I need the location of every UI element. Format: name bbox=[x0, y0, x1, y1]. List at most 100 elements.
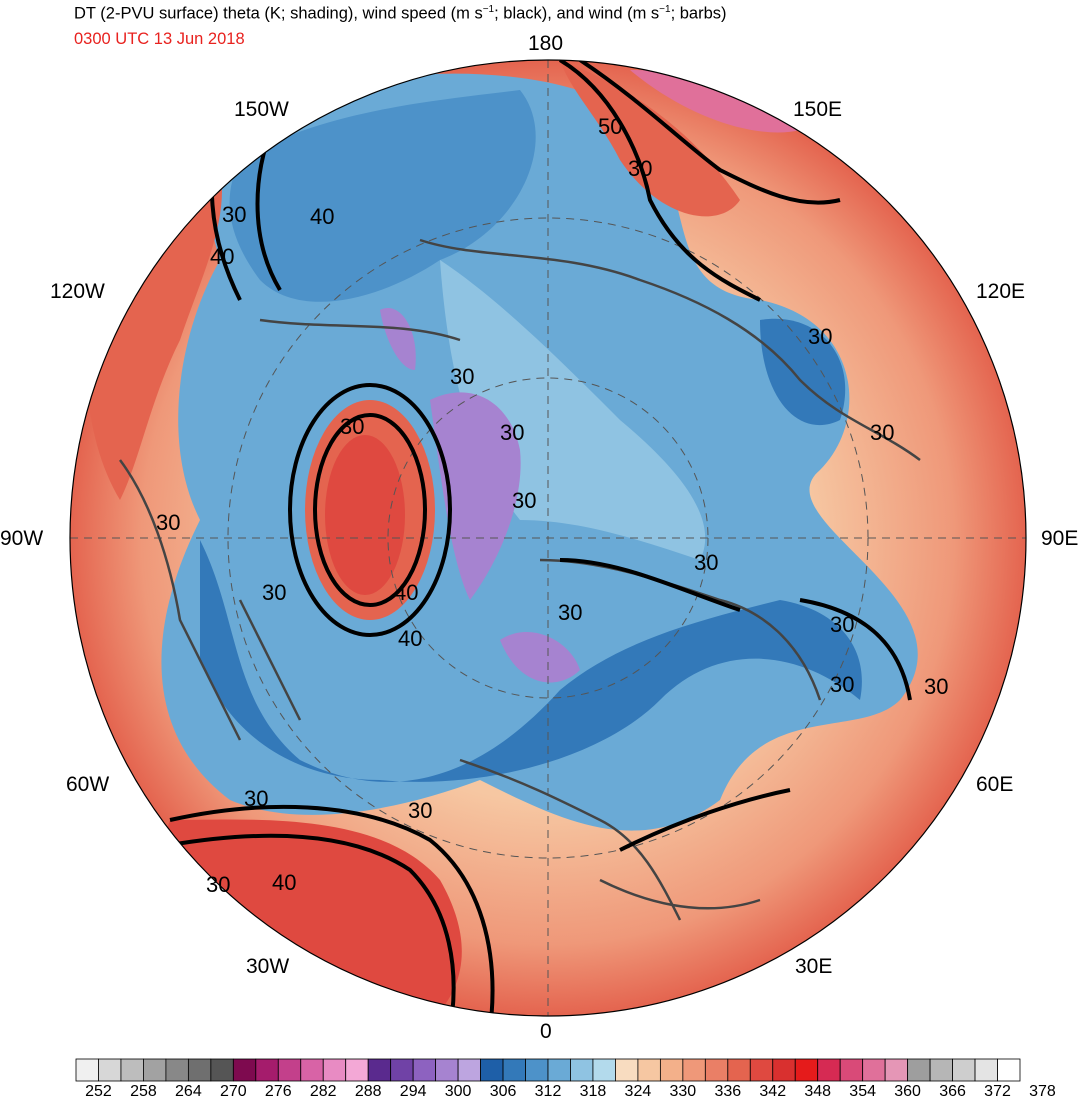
contour-label: 40 bbox=[398, 626, 422, 651]
contour-label: 30 bbox=[408, 798, 432, 823]
contour-label: 40 bbox=[210, 244, 234, 269]
contour-label: 30 bbox=[222, 202, 246, 227]
colorbar-box bbox=[592, 1058, 616, 1082]
colorbar-box bbox=[570, 1058, 594, 1082]
contour-label: 50 bbox=[598, 114, 622, 139]
theta-shading-purple-3 bbox=[380, 308, 416, 370]
colorbar-tick-label: 336 bbox=[714, 1083, 742, 1100]
colorbar-box bbox=[749, 1058, 774, 1082]
contour-label: 30 bbox=[500, 420, 524, 445]
colorbar-box bbox=[367, 1058, 392, 1082]
colorbar-box bbox=[817, 1058, 841, 1082]
colorbar-box bbox=[704, 1058, 729, 1082]
colorbar-box bbox=[390, 1058, 414, 1082]
contour-label: 40 bbox=[272, 870, 296, 895]
colorbar-box bbox=[277, 1058, 302, 1082]
colorbar-box bbox=[322, 1058, 347, 1082]
contour-label-group: 30 40 50 30 30 40 30 30 30 30 30 30 40 4… bbox=[156, 114, 948, 897]
colorbar-box bbox=[772, 1058, 796, 1082]
map-boundary bbox=[69, 59, 1027, 1017]
theta-shading-pink-north bbox=[630, 70, 800, 133]
contour-label: 30 bbox=[156, 510, 180, 535]
colorbar-tick-label: 366 bbox=[939, 1083, 966, 1100]
lon-label-30w: 30W bbox=[246, 955, 290, 978]
colorbar-box bbox=[862, 1058, 886, 1082]
valid-time: 0300 UTC 13 Jun 2018 bbox=[74, 30, 245, 48]
contour-label: 30 bbox=[244, 786, 268, 811]
colorbar-tick-label: 318 bbox=[579, 1083, 607, 1100]
contour-label: 30 bbox=[450, 364, 474, 389]
colorbar-tick-label: 282 bbox=[309, 1083, 337, 1100]
colorbar-box bbox=[435, 1058, 459, 1082]
polar-map: 30 40 50 30 30 40 30 30 30 30 30 30 40 4… bbox=[69, 59, 1027, 1017]
colorbar-tick-label: 276 bbox=[264, 1083, 292, 1100]
colorbar-box bbox=[502, 1058, 526, 1082]
graticule bbox=[70, 60, 1026, 1016]
colorbar-tick-label: 288 bbox=[354, 1083, 382, 1100]
colorbar-tick-label: 270 bbox=[219, 1083, 247, 1100]
contour-label: 30 bbox=[870, 420, 894, 445]
colorbar-box bbox=[210, 1058, 234, 1082]
colorbar-box bbox=[98, 1058, 122, 1082]
lon-label-180: 180 bbox=[528, 32, 564, 55]
lon-label-150e: 150E bbox=[793, 98, 843, 121]
colorbar-box bbox=[974, 1058, 998, 1082]
colorbar-box bbox=[929, 1058, 953, 1082]
lon-label-90w: 90W bbox=[0, 527, 44, 550]
colorbar-box bbox=[952, 1058, 976, 1082]
colorbar-box bbox=[255, 1058, 279, 1082]
colorbar-box bbox=[547, 1058, 571, 1082]
colorbar-tick-label: 378 bbox=[1029, 1083, 1056, 1100]
colorbar-tick-label: 294 bbox=[399, 1083, 427, 1100]
colorbar-box bbox=[727, 1058, 751, 1082]
contour-label: 30 bbox=[340, 414, 364, 439]
colorbar-tick-label: 306 bbox=[489, 1083, 517, 1100]
colorbar-tick-label: 342 bbox=[759, 1083, 787, 1100]
wind-speed-contours bbox=[169, 60, 912, 1016]
contour-label: 30 bbox=[830, 612, 854, 637]
contour-label: 40 bbox=[310, 204, 334, 229]
lon-label-0: 0 bbox=[540, 1020, 552, 1043]
colorbar-box bbox=[412, 1058, 437, 1082]
contour-label: 30 bbox=[262, 580, 286, 605]
theta-shading-blue-east bbox=[760, 318, 846, 426]
colorbar-tick-label: 258 bbox=[130, 1083, 157, 1100]
colorbar-tick-label: 372 bbox=[984, 1083, 1011, 1100]
colorbar-box bbox=[794, 1058, 819, 1082]
theta-shading-purple-1 bbox=[430, 392, 521, 600]
theta-shading-deep-blue bbox=[200, 540, 862, 782]
colorbar-box bbox=[232, 1058, 257, 1082]
colorbar-box bbox=[345, 1058, 369, 1082]
theta-shading-hot-west bbox=[86, 170, 222, 500]
lon-label-60e: 60E bbox=[976, 773, 1014, 796]
colorbar-box bbox=[75, 1058, 99, 1082]
theta-shading-warm-core bbox=[325, 435, 405, 595]
contour-label: 30 bbox=[628, 156, 652, 181]
colorbar-tick-label: 300 bbox=[444, 1083, 472, 1100]
colorbar-box bbox=[165, 1058, 189, 1082]
colorbar-box bbox=[457, 1058, 481, 1082]
map-title: DT (2-PVU surface) theta (K; shading), w… bbox=[74, 4, 727, 23]
lon-label-60w: 60W bbox=[66, 773, 110, 796]
theta-shading-purple-2 bbox=[500, 631, 580, 683]
colorbar-tick-label: 312 bbox=[534, 1083, 562, 1100]
colorbar-tick-label: 324 bbox=[624, 1083, 652, 1100]
colorbar-box bbox=[143, 1058, 167, 1082]
colorbar-box bbox=[615, 1058, 639, 1082]
colorbar-box bbox=[300, 1058, 324, 1082]
contour-label: 30 bbox=[694, 550, 718, 575]
colorbar-tick-label: 348 bbox=[804, 1083, 832, 1100]
contour-label: 30 bbox=[924, 674, 948, 699]
colorbar-box bbox=[907, 1058, 931, 1082]
colorbar-box bbox=[637, 1058, 661, 1082]
colorbar-box bbox=[884, 1058, 909, 1082]
lon-label-120w: 120W bbox=[50, 280, 105, 303]
lon-label-120e: 120E bbox=[976, 280, 1026, 303]
colorbar-tick-label: 330 bbox=[669, 1083, 697, 1100]
lon-label-150w: 150W bbox=[234, 98, 289, 121]
colorbar-box bbox=[659, 1058, 684, 1082]
contour-label: 30 bbox=[558, 600, 582, 625]
colorbar-tick-label: 354 bbox=[849, 1083, 877, 1100]
contour-label: 30 bbox=[512, 488, 536, 513]
